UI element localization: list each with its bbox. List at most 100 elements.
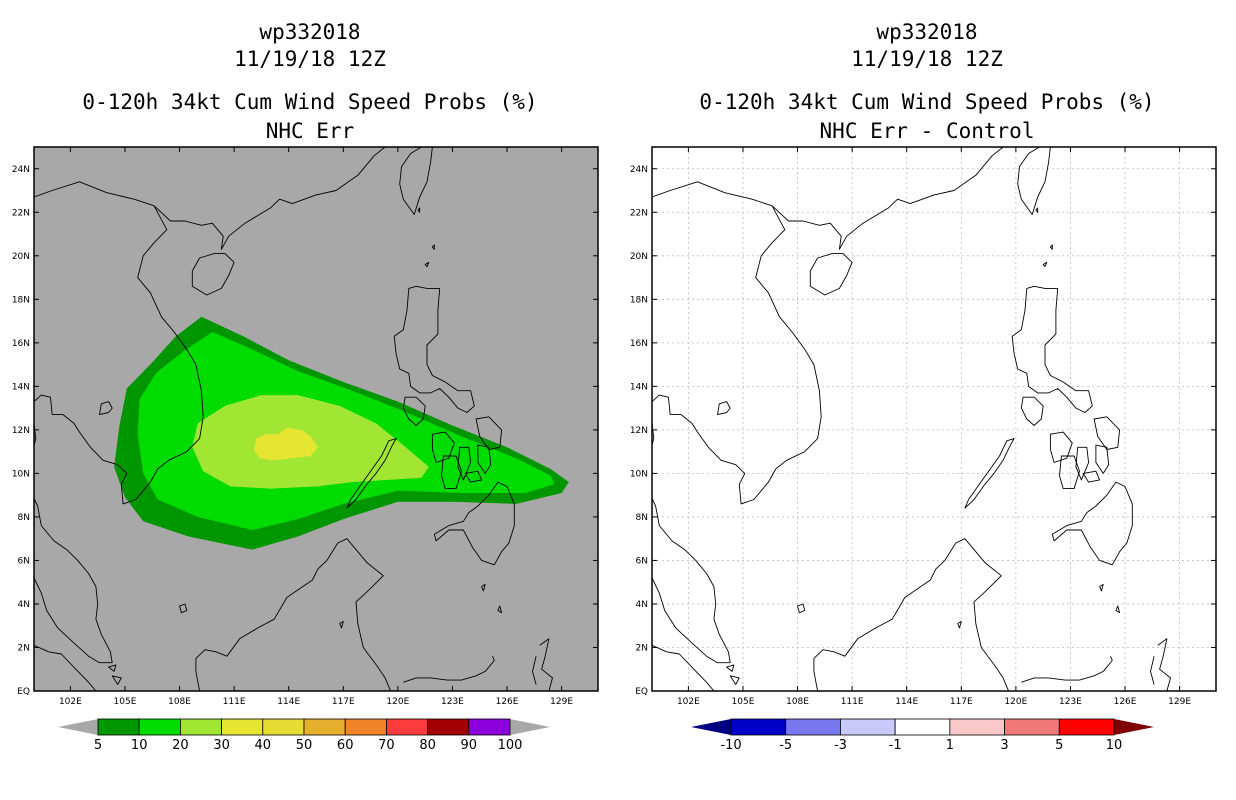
x-tick-label: 114E (895, 697, 918, 707)
coastline (431, 431, 455, 463)
left-title-line-4: NHC Err (266, 119, 355, 143)
coastline (108, 664, 117, 672)
x-tick-label: 129E (550, 697, 573, 707)
colorbar-swatch (344, 718, 387, 736)
x-tick-label: 117E (332, 697, 355, 707)
coastline (339, 620, 344, 629)
coastline (457, 446, 472, 481)
coastline (497, 605, 503, 614)
left-coastlines (34, 147, 553, 691)
coastline (1042, 261, 1048, 268)
coastline (431, 244, 435, 250)
coastline (1051, 481, 1133, 566)
y-tick-label: 2N (18, 643, 30, 653)
coastline (797, 603, 806, 614)
y-tick-label: 18N (630, 295, 648, 305)
x-tick-label: 120E (1004, 697, 1027, 707)
y-tick-label: 14N (630, 382, 648, 392)
x-tick-label: 105E (732, 697, 755, 707)
x-tick-label: 126E (496, 697, 519, 707)
right-gridlines (652, 147, 1216, 691)
x-tick-label: 108E (168, 697, 191, 707)
coastline (464, 470, 483, 483)
x-tick-label: 117E (950, 697, 973, 707)
x-tick-label: 111E (223, 697, 246, 707)
colorbar-label: 20 (172, 738, 189, 753)
colorbar-swatch (262, 718, 305, 736)
colorbar-swatch (1004, 718, 1060, 736)
coastline (1011, 285, 1093, 413)
right-title-line-3: 0-120h 34kt Cum Wind Speed Probs (%) (699, 90, 1154, 114)
colorbar-label: 80 (419, 738, 436, 753)
x-tick-label: 123E (1059, 697, 1082, 707)
left-colorbar: 5 10 20 30 40 50 60 70 80 90 100 (58, 718, 550, 753)
x-tick-label: 102E (677, 697, 700, 707)
colorbar-swatch (1058, 718, 1115, 736)
left-probability-contours (114, 316, 569, 550)
left-panel: wp332018 11/19/18 12Z 0-120h 34kt Cum Wi… (12, 20, 599, 707)
coastline (1035, 207, 1039, 213)
y-tick-label: 2N (636, 643, 648, 653)
coastline (1021, 656, 1113, 683)
y-tick-label: 8N (18, 513, 30, 523)
coastline (1150, 638, 1171, 691)
coastline (1059, 455, 1080, 490)
coastline (441, 455, 462, 490)
right-x-axis: 102E 105E 108E 111E 114E 117E 120E 123E 126E 129E (677, 147, 1191, 707)
coastline (195, 538, 392, 691)
coastline (393, 285, 475, 413)
coastline (1099, 583, 1104, 592)
right-panel: wp332018 11/19/18 12Z 0-120h 34kt Cum Wi… (630, 20, 1217, 707)
coastline (1093, 416, 1121, 450)
coastline (964, 438, 1015, 509)
coastline (399, 147, 433, 215)
coastline (34, 147, 386, 664)
coastline (481, 583, 486, 592)
x-tick-label: 126E (1114, 697, 1137, 707)
colorbar-under-triangle (691, 719, 731, 735)
contour-30-40 (254, 427, 318, 461)
y-tick-label: 4N (636, 600, 648, 610)
left-title-line-2: 11/19/18 12Z (234, 47, 386, 71)
y-tick-label: 20N (12, 252, 30, 262)
coastline (1095, 444, 1110, 474)
colorbar-label: 5 (94, 738, 102, 753)
colorbar-swatch (894, 718, 951, 736)
x-tick-label: 120E (386, 697, 409, 707)
coastline (717, 401, 731, 416)
colorbar-swatch (221, 718, 264, 736)
colorbar-swatch (427, 718, 470, 736)
colorbar-over-triangle (510, 719, 550, 735)
colorbar-label: 3 (1000, 738, 1008, 753)
colorbar-over-triangle (1114, 719, 1154, 735)
coastline (957, 620, 962, 629)
y-tick-label: 4N (18, 600, 30, 610)
coastline (433, 481, 515, 566)
coastline (652, 644, 715, 691)
coastline (403, 656, 495, 683)
colorbar-swatch (730, 718, 787, 736)
right-title-line-2: 11/19/18 12Z (851, 47, 1003, 71)
colorbar-under-triangle (58, 719, 98, 735)
y-tick-label: 10N (12, 469, 30, 479)
coastline (1075, 446, 1090, 481)
colorbar-label: -3 (834, 738, 847, 753)
coastline (1082, 470, 1101, 483)
coastline (346, 438, 397, 509)
coastline (729, 675, 740, 685)
coastline (1049, 431, 1073, 463)
y-tick-label: 24N (12, 165, 30, 175)
colorbar-label: 50 (296, 738, 313, 753)
x-tick-label: 123E (441, 697, 464, 707)
colorbar-label: 10 (131, 738, 148, 753)
colorbar-label: -10 (720, 738, 741, 753)
colorbar-label: -1 (889, 738, 902, 753)
x-tick-label: 114E (277, 697, 300, 707)
coastline (532, 638, 553, 691)
y-tick-label: 10N (630, 469, 648, 479)
y-tick-label: 12N (12, 426, 30, 436)
coastline (726, 664, 735, 672)
colorbar-label: 70 (378, 738, 395, 753)
left-title-line-3: 0-120h 34kt Cum Wind Speed Probs (%) (82, 90, 537, 114)
